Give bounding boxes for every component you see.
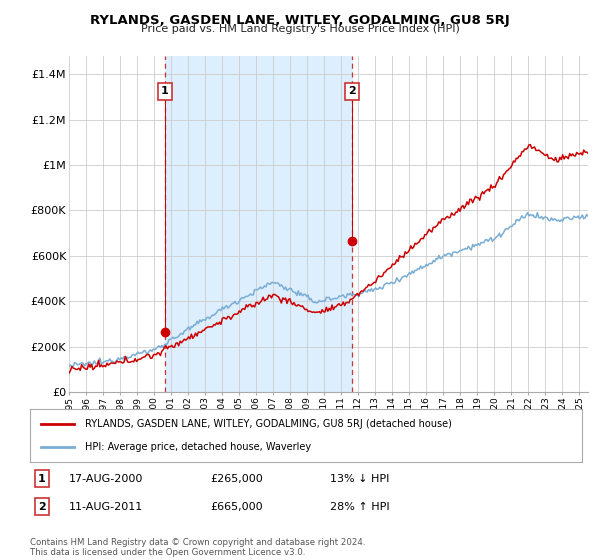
Text: RYLANDS, GASDEN LANE, WITLEY, GODALMING, GU8 5RJ (detached house): RYLANDS, GASDEN LANE, WITLEY, GODALMING,…: [85, 419, 452, 429]
Text: 1: 1: [161, 86, 169, 96]
Bar: [165, 56, 352, 392]
Text: 17-AUG-2000: 17-AUG-2000: [69, 474, 143, 484]
Text: 13% ↓ HPI: 13% ↓ HPI: [330, 474, 389, 484]
Text: 11-AUG-2011: 11-AUG-2011: [69, 502, 143, 512]
Text: Price paid vs. HM Land Registry's House Price Index (HPI): Price paid vs. HM Land Registry's House …: [140, 24, 460, 34]
Text: £265,000: £265,000: [210, 474, 263, 484]
Text: 2: 2: [348, 86, 356, 96]
Text: RYLANDS, GASDEN LANE, WITLEY, GODALMING, GU8 5RJ: RYLANDS, GASDEN LANE, WITLEY, GODALMING,…: [90, 14, 510, 27]
Text: 1: 1: [38, 474, 46, 484]
Text: 2: 2: [38, 502, 46, 512]
Text: HPI: Average price, detached house, Waverley: HPI: Average price, detached house, Wave…: [85, 442, 311, 452]
Text: £665,000: £665,000: [210, 502, 263, 512]
Text: Contains HM Land Registry data © Crown copyright and database right 2024.
This d: Contains HM Land Registry data © Crown c…: [30, 538, 365, 557]
Text: 28% ↑ HPI: 28% ↑ HPI: [330, 502, 389, 512]
